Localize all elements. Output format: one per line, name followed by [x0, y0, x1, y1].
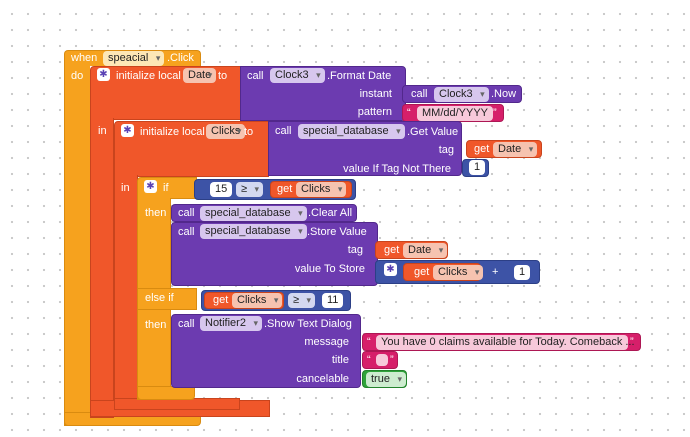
initialize-local-date-block[interactable]: [90, 66, 242, 120]
component-dropdown-special-database[interactable]: special_database: [298, 124, 405, 139]
method-now-label: .Now: [491, 88, 517, 100]
method-store-value-label: .Store Value: [307, 226, 367, 238]
default-number-field[interactable]: 1: [469, 160, 486, 175]
event-block-body[interactable]: [64, 64, 90, 426]
method-clear-all-label: .Clear All: [308, 207, 353, 219]
component-dropdown-clock3[interactable]: Clock3: [270, 68, 325, 83]
local-var-name-clicks[interactable]: Clicks: [206, 124, 246, 139]
var-dropdown-clicks[interactable]: Clicks: [232, 293, 283, 308]
when-label: when: [71, 52, 98, 64]
pattern-param-label: pattern: [357, 106, 392, 118]
mutator-gear-icon[interactable]: ✱: [144, 180, 157, 193]
then-label-2: then: [145, 319, 167, 331]
component-dropdown-clock3-now[interactable]: Clock3: [434, 87, 489, 102]
operator-dropdown-gte[interactable]: ≥: [288, 293, 316, 308]
event-name-label: .Click: [167, 52, 194, 64]
component-dropdown-notifier2[interactable]: Notifier2: [200, 316, 262, 331]
else-if-label: else if: [145, 292, 174, 304]
get-label: get: [414, 266, 430, 278]
cancelable-param-label: cancelable: [296, 373, 349, 385]
method-show-text-dialog-label: .Show Text Dialog: [264, 318, 352, 330]
component-dropdown-special-database[interactable]: special_database: [200, 224, 307, 239]
init-clicks-body[interactable]: [114, 175, 138, 408]
var-dropdown-date[interactable]: Date: [403, 243, 448, 258]
var-dropdown-date[interactable]: Date: [493, 142, 538, 157]
call-label: call: [178, 226, 195, 238]
tag-param-label: tag: [347, 244, 363, 256]
quote-close-label: ”: [493, 107, 497, 119]
message-param-label: message: [304, 336, 349, 348]
pattern-text-field[interactable]: MM/dd/YYYY: [417, 106, 494, 121]
get-label: get: [277, 183, 293, 195]
mutator-gear-icon[interactable]: ✱: [97, 68, 110, 81]
get-label: get: [384, 244, 400, 256]
plus-operator-label: +: [492, 266, 499, 278]
number-field-15[interactable]: 15: [210, 182, 233, 197]
if-block-elseif-row[interactable]: [137, 288, 197, 310]
call-label: call: [411, 88, 428, 100]
instant-param-label: instant: [359, 88, 392, 100]
component-dropdown-special-database[interactable]: special_database: [200, 206, 307, 221]
call-label: call: [247, 70, 264, 82]
operator-dropdown-gte[interactable]: ≥: [236, 182, 264, 197]
call-label: call: [178, 318, 195, 330]
init-date-body[interactable]: [90, 118, 114, 418]
number-field-11[interactable]: 11: [322, 293, 344, 308]
quote-close-label: ”: [390, 354, 394, 366]
to-label: to: [218, 70, 228, 82]
in-label: in: [121, 182, 130, 194]
default-param-label: value If Tag Not There: [343, 163, 451, 175]
do-label: do: [71, 70, 84, 82]
component-dropdown-speacial[interactable]: speacial: [103, 51, 165, 66]
initialize-local-label: initialize local: [116, 70, 181, 82]
tag-param-label: tag: [438, 144, 454, 156]
if-label: if: [163, 182, 169, 194]
title-text-field[interactable]: [376, 354, 388, 366]
quote-open-label: “: [367, 336, 371, 348]
boolean-dropdown-true[interactable]: true: [366, 372, 406, 387]
title-param-label: title: [331, 354, 349, 366]
method-get-value-label: .Get Value: [407, 126, 459, 138]
quote-open-label: “: [367, 354, 371, 366]
if-block-bottom[interactable]: [137, 386, 195, 400]
local-var-name-date[interactable]: Date: [183, 68, 217, 83]
mutator-gear-icon[interactable]: ✱: [121, 124, 134, 137]
var-dropdown-clicks[interactable]: Clicks: [433, 265, 484, 280]
then-label: then: [145, 207, 167, 219]
call-label: call: [275, 125, 292, 137]
number-field-1[interactable]: 1: [514, 265, 531, 280]
get-label: get: [213, 294, 229, 306]
call-label: call: [178, 207, 195, 219]
mutator-gear-icon[interactable]: ✱: [384, 263, 397, 276]
initialize-local-label: initialize local: [140, 126, 205, 138]
value-to-store-param-label: value To Store: [294, 263, 365, 275]
to-label: to: [244, 126, 254, 138]
var-dropdown-clicks[interactable]: Clicks: [296, 182, 347, 197]
get-label: get: [474, 143, 490, 155]
in-label: in: [98, 125, 107, 137]
quote-close-label: ”: [630, 336, 634, 348]
message-text-field[interactable]: You have 0 claims available for Today. C…: [376, 335, 635, 350]
method-format-date-label: .Format Date: [327, 70, 392, 82]
quote-open-label: “: [407, 107, 411, 119]
